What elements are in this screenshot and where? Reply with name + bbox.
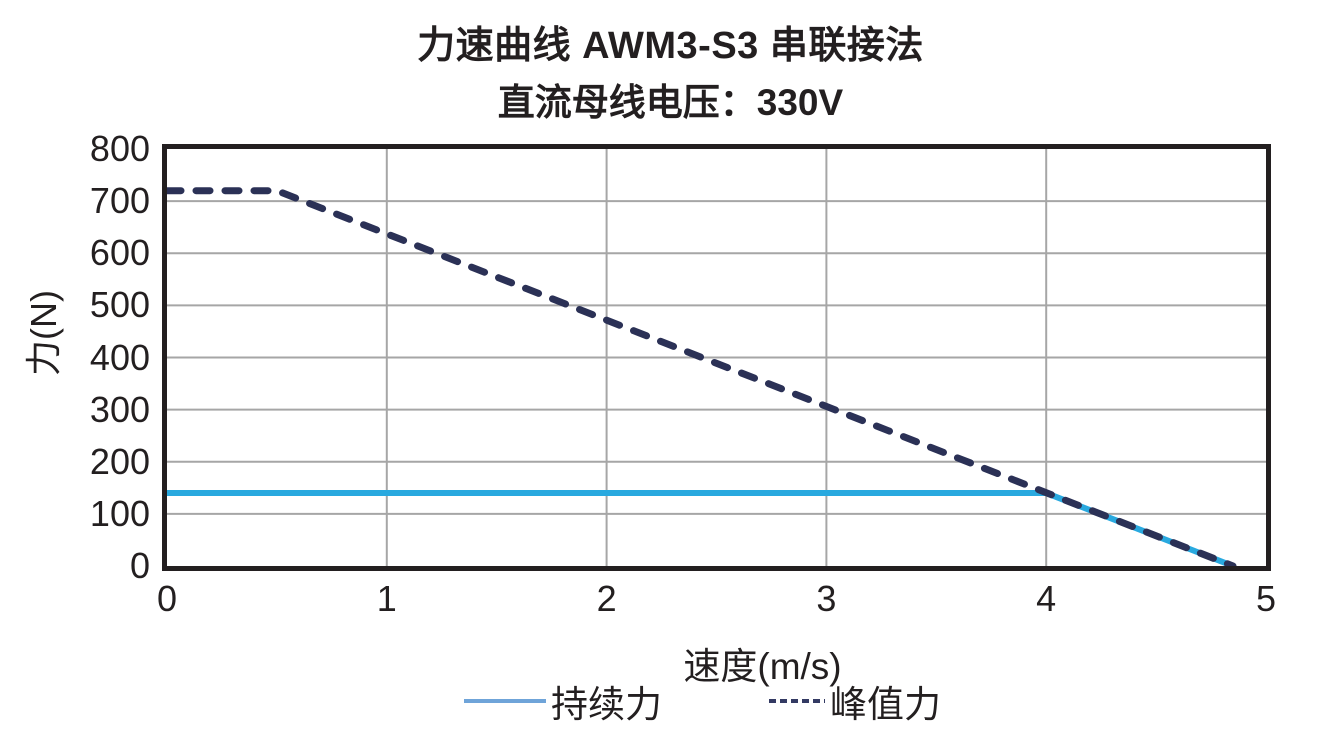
plot-area bbox=[162, 144, 1271, 571]
x-tick-label: 3 bbox=[816, 578, 837, 619]
y-tick-label: 100 bbox=[89, 492, 150, 534]
chart-title: 力速曲线 AWM3-S3 串联接法 bbox=[417, 25, 924, 67]
y-tick-label: 200 bbox=[89, 440, 150, 482]
y-tick-label: 700 bbox=[89, 180, 150, 222]
x-axis-title: 速度(m/s) bbox=[683, 646, 842, 687]
chart-subtitle: 直流母线电压：330V bbox=[497, 82, 844, 123]
legend-label-continuous: 持续力 bbox=[551, 684, 662, 725]
series-line-peak bbox=[167, 187, 1237, 566]
y-tick-label: 0 bbox=[129, 545, 150, 586]
x-tick-label: 2 bbox=[596, 578, 617, 619]
x-tick-label: 4 bbox=[1036, 578, 1057, 619]
y-tick-label: 400 bbox=[89, 336, 150, 378]
continuous-line-swatch-icon bbox=[464, 699, 546, 703]
x-tick-label: 0 bbox=[156, 578, 178, 619]
legend-item-peak: 峰值力 bbox=[768, 680, 941, 725]
y-tick-label: 600 bbox=[89, 232, 150, 274]
x-tick-label: 1 bbox=[376, 578, 397, 619]
legend-item-continuous: 持续力 bbox=[463, 680, 662, 725]
y-tick-label: 800 bbox=[89, 128, 150, 169]
peak-line-swatch-icon bbox=[769, 699, 825, 703]
y-tick-label: 300 bbox=[89, 388, 150, 430]
chart-svg bbox=[167, 149, 1266, 566]
y-tick-label: 500 bbox=[89, 284, 150, 326]
legend-label-peak: 峰值力 bbox=[830, 684, 941, 725]
x-tick-label: 5 bbox=[1255, 578, 1277, 619]
